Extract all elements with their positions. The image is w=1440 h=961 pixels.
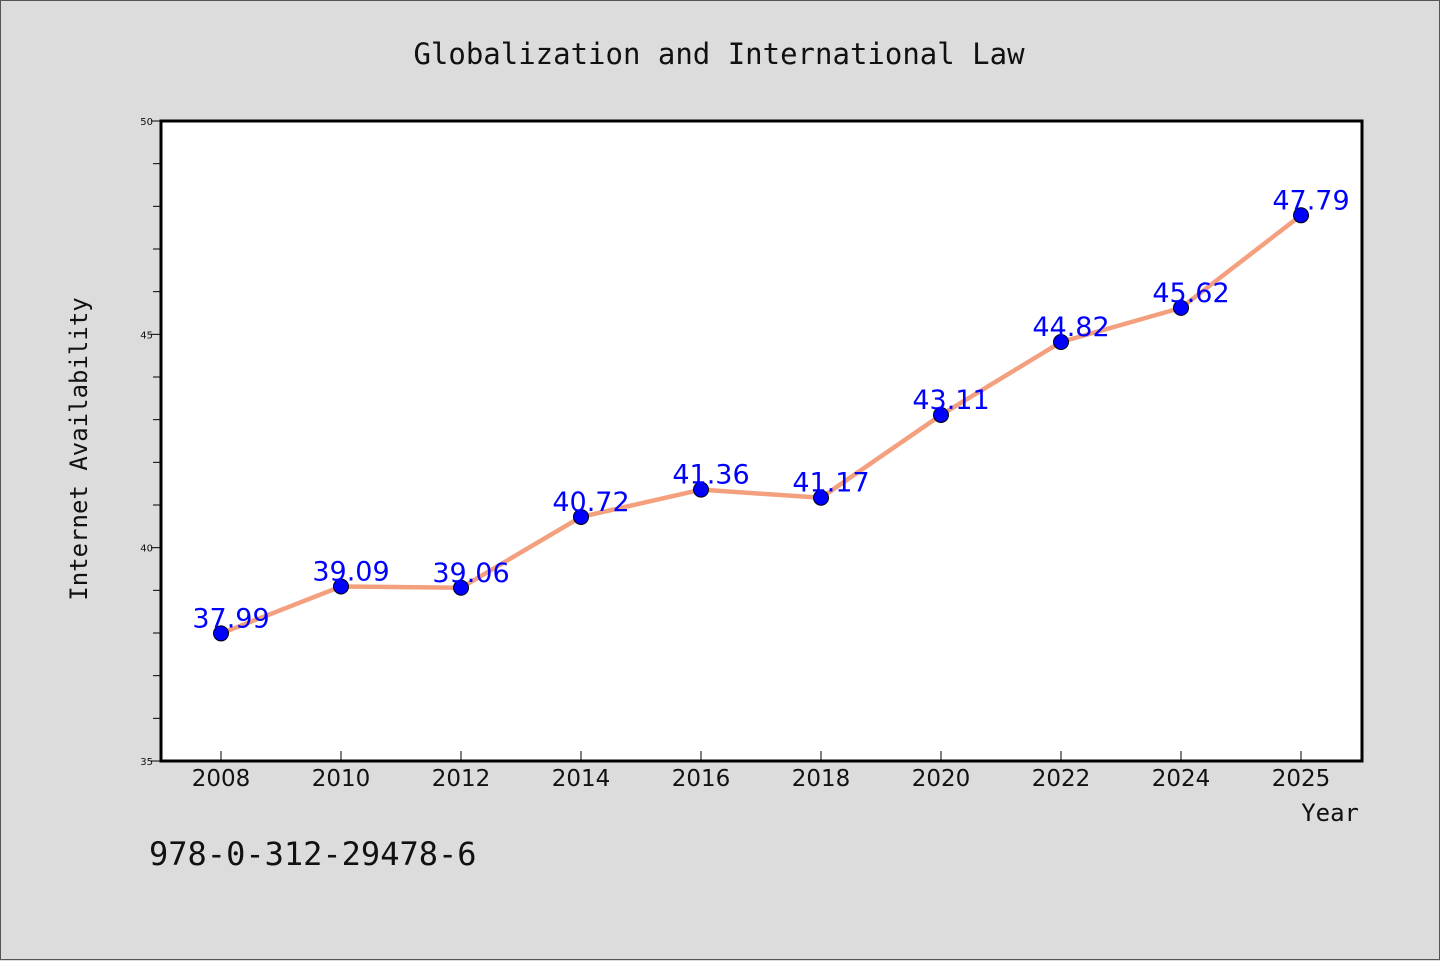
x-tick-label: 2008 [192, 766, 251, 792]
series-layer: 37.99 39.09 39.06 40.72 41.36 41.17 43.11 44.82… [192, 185, 1350, 642]
data-label: 44.82 [1032, 312, 1109, 343]
data-label: 41.36 [672, 460, 749, 491]
data-point [1053, 334, 1069, 351]
data-point [813, 489, 829, 506]
data-label: 37.99 [192, 603, 269, 634]
x-tick-label: 2012 [432, 766, 491, 792]
chart-title: Globalization and International Law [413, 37, 1025, 71]
x-tick-label: 2022 [1032, 766, 1091, 792]
x-tick-label: 2014 [552, 766, 611, 792]
data-label: 41.17 [792, 468, 869, 499]
data-point [333, 578, 349, 595]
data-point [573, 508, 589, 525]
x-tick-label: 2016 [672, 766, 731, 792]
data-label: 39.06 [432, 558, 509, 589]
x-tick-label: 2024 [1152, 766, 1211, 792]
x-tick-label: 2025 [1272, 766, 1331, 792]
data-label: 45.62 [1152, 278, 1229, 309]
x-axis-label: Year [1301, 799, 1359, 827]
x-tick-label: 2020 [912, 766, 971, 792]
data-point [1173, 299, 1189, 316]
y-tick-label: 35 [140, 757, 153, 768]
data-point [1293, 207, 1309, 224]
x-tick-label: 2010 [312, 766, 371, 792]
data-point [693, 481, 709, 498]
x-axis: 2008 2010 2012 2014 2016 2018 2020 2022 2024 2025 [192, 751, 1331, 792]
x-tick-label: 2018 [792, 766, 851, 792]
series-line [218, 213, 1304, 636]
y-tick-label: 45 [140, 330, 153, 341]
data-label: 43.11 [912, 385, 989, 416]
data-label: 47.79 [1272, 185, 1349, 216]
footer-isbn: 978-0-312-29478-6 [149, 835, 477, 873]
data-label: 40.72 [552, 487, 629, 518]
data-point [213, 625, 229, 642]
y-tick-label: 40 [140, 544, 153, 555]
plot-area [159, 119, 1364, 763]
data-point [453, 579, 469, 596]
y-tick-label: 50 [140, 117, 153, 128]
data-label: 39.09 [312, 556, 389, 587]
y-axis-label: Internet Availability [65, 297, 93, 600]
data-point [933, 406, 949, 423]
y-axis: 35 40 45 50 [140, 117, 161, 768]
